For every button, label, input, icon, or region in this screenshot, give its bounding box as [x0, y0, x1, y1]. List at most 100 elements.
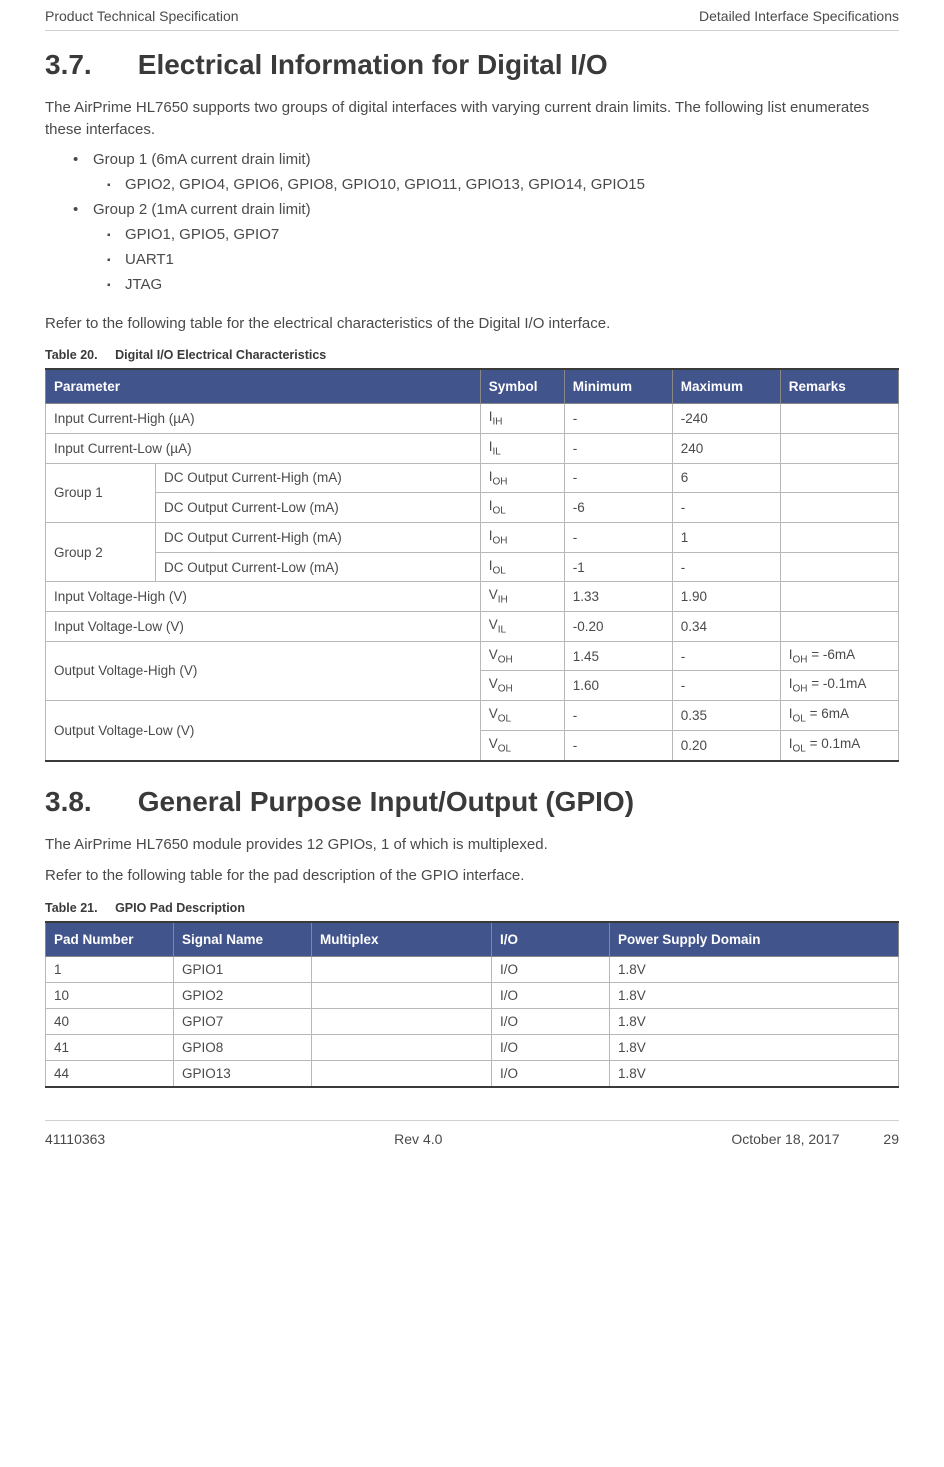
cell-minimum: - [564, 701, 672, 731]
cell-symbol: VOH [480, 671, 564, 701]
section-title: General Purpose Input/Output (GPIO) [138, 786, 634, 817]
cell-maximum: 6 [672, 463, 780, 493]
cell-multiplex [312, 1061, 492, 1088]
footer-page: 29 [883, 1131, 899, 1147]
cell-signal-name: GPIO2 [174, 983, 312, 1009]
cell-parameter: DC Output Current-Low (mA) [156, 552, 481, 582]
cell-maximum: 0.20 [672, 730, 780, 760]
table-20: Parameter Symbol Minimum Maximum Remarks… [45, 368, 899, 761]
cell-pad-number: 44 [46, 1061, 174, 1088]
list-item: GPIO1, GPIO5, GPIO7 [125, 226, 899, 243]
cell-power-supply-domain: 1.8V [610, 1035, 899, 1061]
group1-label: Group 1 (6mA current drain limit) [93, 151, 311, 168]
cell-pad-number: 41 [46, 1035, 174, 1061]
col-signal-name: Signal Name [174, 922, 312, 957]
cell-symbol: VOH [480, 641, 564, 671]
cell-maximum: 240 [672, 433, 780, 463]
cell-power-supply-domain: 1.8V [610, 1061, 899, 1088]
cell-signal-name: GPIO13 [174, 1061, 312, 1088]
cell-minimum: - [564, 523, 672, 553]
cell-io: I/O [492, 1035, 610, 1061]
cell-symbol: IIH [480, 404, 564, 434]
footer-doc-id: 41110363 [45, 1131, 105, 1147]
col-multiplex: Multiplex [312, 922, 492, 957]
col-maximum: Maximum [672, 369, 780, 404]
group2-item: Group 2 (1mA current drain limit) GPIO1,… [93, 201, 899, 293]
footer-right: October 18, 2017 29 [731, 1131, 899, 1147]
table-row: Group 1DC Output Current-High (mA)IOH-6 [46, 463, 899, 493]
cell-remarks [780, 552, 898, 582]
col-io: I/O [492, 922, 610, 957]
table-row: DC Output Current-Low (mA)IOL-6- [46, 493, 899, 523]
cell-remarks [780, 523, 898, 553]
cell-symbol: VOL [480, 730, 564, 760]
cell-minimum: 1.45 [564, 641, 672, 671]
section-38-line1: The AirPrime HL7650 module provides 12 G… [45, 834, 899, 856]
col-pad-number: Pad Number [46, 922, 174, 957]
cell-minimum: -6 [564, 493, 672, 523]
table-row: 1GPIO1I/O1.8V [46, 957, 899, 983]
table-header-row: Parameter Symbol Minimum Maximum Remarks [46, 369, 899, 404]
group1-item: Group 1 (6mA current drain limit) GPIO2,… [93, 151, 899, 193]
cell-pad-number: 1 [46, 957, 174, 983]
cell-io: I/O [492, 983, 610, 1009]
cell-maximum: - [672, 493, 780, 523]
cell-power-supply-domain: 1.8V [610, 957, 899, 983]
cell-io: I/O [492, 957, 610, 983]
cell-group: Output Voltage-Low (V) [46, 701, 481, 761]
cell-maximum: - [672, 671, 780, 701]
header-left: Product Technical Specification [45, 8, 239, 24]
table-header-row: Pad Number Signal Name Multiplex I/O Pow… [46, 922, 899, 957]
cell-maximum: 0.34 [672, 612, 780, 642]
footer-date: October 18, 2017 [731, 1131, 839, 1147]
cell-group: Output Voltage-High (V) [46, 641, 481, 700]
table-row: Input Voltage-Low (V)VIL-0.200.34 [46, 612, 899, 642]
section-37-heading: 3.7. Electrical Information for Digital … [45, 49, 899, 81]
cell-minimum: - [564, 730, 672, 760]
cell-signal-name: GPIO7 [174, 1009, 312, 1035]
table-20-caption: Table 20. Digital I/O Electrical Charact… [45, 348, 899, 362]
table-row: Output Voltage-High (V)VOH1.45-IOH = -6m… [46, 641, 899, 671]
cell-io: I/O [492, 1009, 610, 1035]
cell-minimum: -1 [564, 552, 672, 582]
section-number: 3.8. [45, 786, 130, 818]
section-37-refer: Refer to the following table for the ele… [45, 313, 899, 335]
section-38-heading: 3.8. General Purpose Input/Output (GPIO) [45, 786, 899, 818]
col-remarks: Remarks [780, 369, 898, 404]
cell-maximum: -240 [672, 404, 780, 434]
page-footer: 41110363 Rev 4.0 October 18, 2017 29 [45, 1120, 899, 1157]
cell-remarks [780, 493, 898, 523]
cell-maximum: - [672, 552, 780, 582]
list-item: JTAG [125, 276, 899, 293]
cell-maximum: 1.90 [672, 582, 780, 612]
table-row: 44GPIO13I/O1.8V [46, 1061, 899, 1088]
group-list: Group 1 (6mA current drain limit) GPIO2,… [45, 151, 899, 293]
section-title: Electrical Information for Digital I/O [138, 49, 608, 80]
cell-pad-number: 40 [46, 1009, 174, 1035]
cell-power-supply-domain: 1.8V [610, 1009, 899, 1035]
cell-parameter: Input Voltage-Low (V) [46, 612, 481, 642]
cell-minimum: - [564, 463, 672, 493]
cell-parameter: Input Current-Low (µA) [46, 433, 481, 463]
caption-title: GPIO Pad Description [115, 901, 245, 915]
cell-symbol: VOL [480, 701, 564, 731]
cell-maximum: 1 [672, 523, 780, 553]
cell-power-supply-domain: 1.8V [610, 983, 899, 1009]
cell-symbol: IOH [480, 523, 564, 553]
cell-symbol: VIL [480, 612, 564, 642]
cell-remarks: IOH = -6mA [780, 641, 898, 671]
section-number: 3.7. [45, 49, 130, 81]
table-21: Pad Number Signal Name Multiplex I/O Pow… [45, 921, 899, 1088]
cell-remarks [780, 582, 898, 612]
table-21-caption: Table 21. GPIO Pad Description [45, 901, 899, 915]
table-row: 10GPIO2I/O1.8V [46, 983, 899, 1009]
table-row: DC Output Current-Low (mA)IOL-1- [46, 552, 899, 582]
cell-minimum: - [564, 433, 672, 463]
cell-group: Group 2 [46, 523, 156, 582]
cell-multiplex [312, 957, 492, 983]
cell-symbol: IOL [480, 493, 564, 523]
cell-maximum: - [672, 641, 780, 671]
table-row: 40GPIO7 I/O1.8V [46, 1009, 899, 1035]
footer-rev: Rev 4.0 [394, 1131, 442, 1147]
header-right: Detailed Interface Specifications [699, 8, 899, 24]
